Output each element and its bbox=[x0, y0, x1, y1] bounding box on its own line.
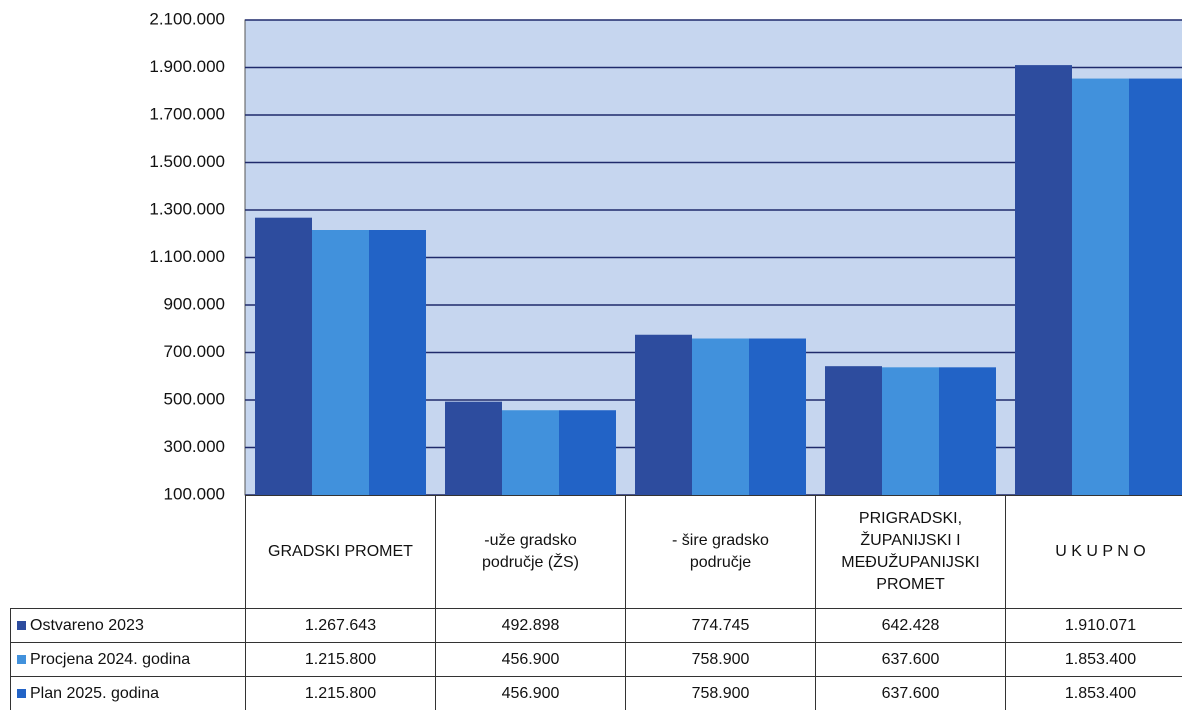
data-cell: 1.215.800 bbox=[245, 642, 436, 677]
bar bbox=[312, 229, 369, 495]
bar bbox=[1015, 65, 1072, 495]
y-tick-label: 1.500.000 bbox=[149, 152, 225, 171]
data-cell: 637.600 bbox=[815, 642, 1006, 677]
legend-entry: Procjena 2024. godina bbox=[10, 642, 246, 677]
bar bbox=[749, 338, 806, 495]
bar bbox=[825, 366, 882, 495]
data-cell: 642.428 bbox=[815, 608, 1006, 643]
bar bbox=[369, 229, 426, 495]
data-cell: 1.910.071 bbox=[1005, 608, 1182, 643]
y-tick-label: 700.000 bbox=[164, 342, 225, 361]
data-cell: 1.215.800 bbox=[245, 676, 436, 710]
legend-label: Plan 2025. godina bbox=[30, 684, 159, 702]
y-tick-label: 1.700.000 bbox=[149, 104, 225, 123]
bar bbox=[1072, 78, 1129, 495]
bar bbox=[502, 410, 559, 495]
y-tick-label: 500.000 bbox=[164, 389, 225, 408]
bar bbox=[692, 338, 749, 495]
data-cell: 456.900 bbox=[435, 642, 626, 677]
bar bbox=[939, 367, 996, 495]
category-label: - šire gradsko područje bbox=[625, 495, 816, 609]
data-cell: 1.853.400 bbox=[1005, 642, 1182, 677]
legend-entry: Plan 2025. godina bbox=[10, 676, 246, 710]
data-cell: 456.900 bbox=[435, 676, 626, 710]
data-cell: 492.898 bbox=[435, 608, 626, 643]
y-tick-label: 900.000 bbox=[164, 294, 225, 313]
y-tick-label: 2.100.000 bbox=[149, 9, 225, 28]
y-tick-label: 1.100.000 bbox=[149, 247, 225, 266]
bar bbox=[559, 410, 616, 495]
legend-key bbox=[17, 621, 26, 630]
category-label: U K U P N O bbox=[1005, 495, 1182, 609]
y-tick-label: 100.000 bbox=[164, 484, 225, 503]
data-cell: 1.267.643 bbox=[245, 608, 436, 643]
y-tick-label: 1.900.000 bbox=[149, 57, 225, 76]
bar bbox=[882, 367, 939, 495]
bar bbox=[635, 334, 692, 495]
data-cell: 1.853.400 bbox=[1005, 676, 1182, 710]
category-label: GRADSKI PROMET bbox=[245, 495, 436, 609]
legend-key bbox=[17, 655, 26, 664]
data-cell: 637.600 bbox=[815, 676, 1006, 710]
bar bbox=[1129, 78, 1182, 495]
category-label: -uže gradsko područje (ŽS) bbox=[435, 495, 626, 609]
data-cell: 758.900 bbox=[625, 676, 816, 710]
bar bbox=[255, 217, 312, 495]
category-label: PRIGRADSKI, ŽUPANIJSKI I MEĐUŽUPANIJSKI … bbox=[815, 495, 1006, 609]
legend-label: Procjena 2024. godina bbox=[30, 650, 191, 668]
data-cell: 774.745 bbox=[625, 608, 816, 643]
legend-label: Ostvareno 2023 bbox=[30, 616, 144, 634]
legend-key bbox=[17, 689, 26, 698]
y-tick-label: 1.300.000 bbox=[149, 199, 225, 218]
data-cell: 758.900 bbox=[625, 642, 816, 677]
bar bbox=[445, 401, 502, 495]
y-tick-label: 300.000 bbox=[164, 437, 225, 456]
legend-entry: Ostvareno 2023 bbox=[10, 608, 246, 643]
